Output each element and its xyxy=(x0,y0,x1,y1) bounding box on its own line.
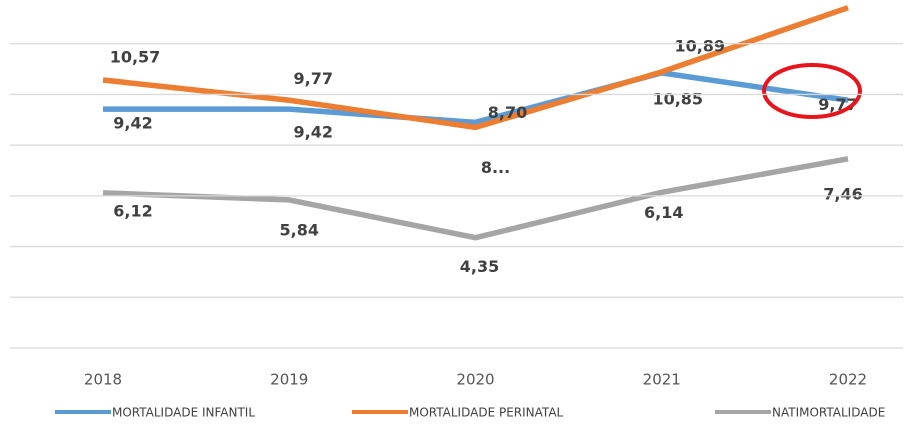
data-label: 10,57 xyxy=(110,47,161,66)
data-label: 9,42 xyxy=(294,123,333,142)
data-label: 6,12 xyxy=(113,201,152,220)
x-tick-label: 2021 xyxy=(643,371,681,389)
data-label: 6,14 xyxy=(644,203,683,222)
highlight-circle xyxy=(762,63,862,119)
x-tick-label: 2019 xyxy=(270,371,308,389)
data-label: 4,35 xyxy=(460,257,499,276)
data-label: 10,85 xyxy=(652,89,703,108)
series-line xyxy=(102,5,849,131)
data-label: 10,89 xyxy=(674,36,725,55)
x-tick-label: 2020 xyxy=(456,371,494,389)
data-label: 8,70 xyxy=(488,103,527,122)
legend-label: MORTALIDADE PERINATAL xyxy=(409,406,564,420)
data-label: 9,42 xyxy=(113,114,152,133)
data-label: 9,77 xyxy=(294,69,333,88)
series-line xyxy=(102,156,849,241)
x-tick-label: 2022 xyxy=(829,371,867,389)
series-line xyxy=(103,70,849,126)
legend-label: MORTALIDADE INFANTIL xyxy=(112,406,255,420)
data-label: 8... xyxy=(481,158,510,177)
x-tick-label: 2018 xyxy=(84,371,122,389)
legend-label: NATIMORTALIDADE xyxy=(772,406,885,420)
data-label: 7,46 xyxy=(823,184,862,203)
data-label: 5,84 xyxy=(280,220,319,239)
